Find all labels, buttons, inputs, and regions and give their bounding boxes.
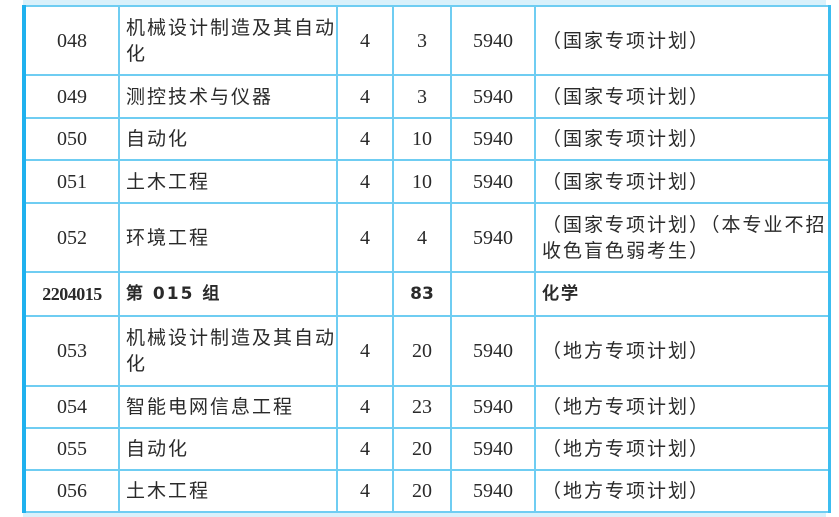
group-row: 2204015 第 015 组 83 化学 — [22, 271, 831, 317]
code-cell: 055 — [22, 427, 120, 471]
fee-cell: 5940 — [450, 74, 536, 119]
fee-cell: 5940 — [450, 117, 536, 161]
years-cell: 4 — [336, 469, 394, 513]
count-cell: 20 — [392, 469, 452, 513]
major-cell: 机械设计制造及其自动化 — [118, 315, 338, 387]
fee-cell: 5940 — [450, 385, 536, 429]
fee-cell: 5940 — [450, 159, 536, 204]
enrollment-plan-table: 048 机械设计制造及其自动化 4 3 5940 （国家专项计划） 049 测控技术与仪器 4 3… — [22, 5, 831, 513]
count-cell: 23 — [392, 385, 452, 429]
code-cell: 053 — [22, 315, 120, 387]
note-cell: （地方专项计划） — [534, 315, 831, 387]
table-row: 051 土木工程 4 10 5940 （国家专项计划） — [22, 159, 831, 204]
table-row: 050 自动化 4 10 5940 （国家专项计划） — [22, 117, 831, 161]
note-cell: （地方专项计划） — [534, 469, 831, 513]
years-cell: 4 — [336, 385, 394, 429]
major-cell: 自动化 — [118, 117, 338, 161]
count-cell: 3 — [392, 74, 452, 119]
table-row: 052 环境工程 4 4 5940 （国家专项计划）（本专业不招收色盲色弱考生） — [22, 202, 831, 273]
years-cell: 4 — [336, 5, 394, 76]
major-cell: 土木工程 — [118, 469, 338, 513]
code-cell: 050 — [22, 117, 120, 161]
note-cell: （地方专项计划） — [534, 427, 831, 471]
count-cell: 20 — [392, 427, 452, 471]
note-cell: （国家专项计划） — [534, 117, 831, 161]
major-cell: 第 015 组 — [118, 271, 338, 317]
table-row: 048 机械设计制造及其自动化 4 3 5940 （国家专项计划） — [22, 5, 831, 76]
fee-cell: 5940 — [450, 427, 536, 471]
count-cell: 10 — [392, 117, 452, 161]
note-cell: 化学 — [534, 271, 831, 317]
years-cell: 4 — [336, 74, 394, 119]
note-cell: （地方专项计划） — [534, 385, 831, 429]
fee-cell: 5940 — [450, 469, 536, 513]
code-cell: 052 — [22, 202, 120, 273]
code-cell: 2204015 — [22, 271, 120, 317]
count-cell: 4 — [392, 202, 452, 273]
fee-cell — [450, 271, 536, 317]
major-cell: 自动化 — [118, 427, 338, 471]
years-cell: 4 — [336, 315, 394, 387]
code-cell: 048 — [22, 5, 120, 76]
table-row: 049 测控技术与仪器 4 3 5940 （国家专项计划） — [22, 74, 831, 119]
years-cell: 4 — [336, 427, 394, 471]
table-row: 056 土木工程 4 20 5940 （地方专项计划） — [22, 469, 831, 513]
fee-cell: 5940 — [450, 315, 536, 387]
fee-cell: 5940 — [450, 202, 536, 273]
top-row-fragment — [23, 0, 826, 6]
major-cell: 智能电网信息工程 — [118, 385, 338, 429]
years-cell: 4 — [336, 159, 394, 204]
major-cell: 机械设计制造及其自动化 — [118, 5, 338, 76]
table-row: 053 机械设计制造及其自动化 4 20 5940 （地方专项计划） — [22, 315, 831, 387]
count-cell: 83 — [392, 271, 452, 317]
fee-cell: 5940 — [450, 5, 536, 76]
major-cell: 环境工程 — [118, 202, 338, 273]
count-cell: 3 — [392, 5, 452, 76]
table-row: 055 自动化 4 20 5940 （地方专项计划） — [22, 427, 831, 471]
note-cell: （国家专项计划） — [534, 74, 831, 119]
bottom-row-fragment — [23, 512, 826, 517]
years-cell: 4 — [336, 202, 394, 273]
major-cell: 测控技术与仪器 — [118, 74, 338, 119]
note-cell: （国家专项计划） — [534, 5, 831, 76]
count-cell: 10 — [392, 159, 452, 204]
code-cell: 056 — [22, 469, 120, 513]
code-cell: 054 — [22, 385, 120, 429]
years-cell — [336, 271, 394, 317]
major-cell: 土木工程 — [118, 159, 338, 204]
code-cell: 051 — [22, 159, 120, 204]
note-cell: （国家专项计划）（本专业不招收色盲色弱考生） — [534, 202, 831, 273]
count-cell: 20 — [392, 315, 452, 387]
note-cell: （国家专项计划） — [534, 159, 831, 204]
years-cell: 4 — [336, 117, 394, 161]
code-cell: 049 — [22, 74, 120, 119]
table-row: 054 智能电网信息工程 4 23 5940 （地方专项计划） — [22, 385, 831, 429]
